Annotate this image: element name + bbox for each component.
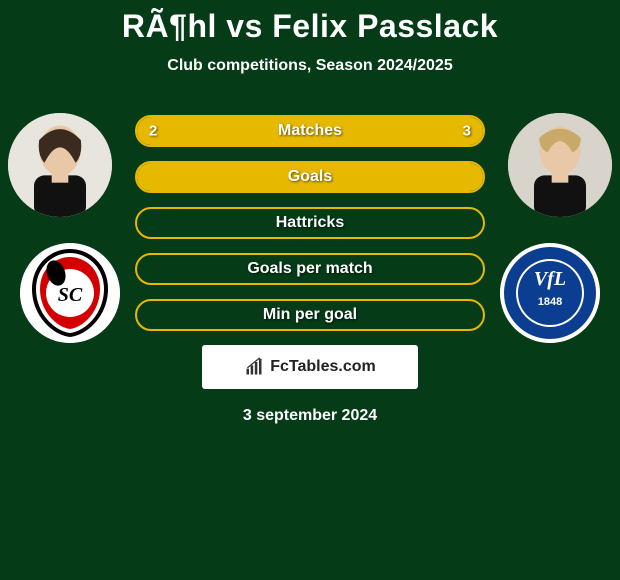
page-title: RÃ¶hl vs Felix Passlack	[0, 0, 620, 45]
branding-text: FcTables.com	[270, 358, 376, 376]
svg-text:VfL: VfL	[534, 268, 566, 290]
branding-box: FcTables.com	[202, 345, 418, 389]
comparison-area: SC VfL 1848 Bochum Bochum Matches2 3 Goals…	[0, 113, 620, 425]
stat-row-goals-per-match: Goals per match	[135, 253, 485, 285]
club-left-badge: SC	[20, 243, 120, 343]
stat-label: Matches	[137, 122, 483, 140]
club-right-badge: VfL 1848 Bochum Bochum	[500, 243, 600, 343]
stat-value-left: 2	[149, 123, 157, 140]
stat-row-goals: Goals	[135, 161, 485, 193]
stat-row-hattricks: Hattricks	[135, 207, 485, 239]
club-left-badge-icon: SC	[20, 243, 120, 343]
date-text: 3 september 2024	[0, 407, 620, 425]
page-subtitle: Club competitions, Season 2024/2025	[0, 57, 620, 75]
stat-value-right: 3	[463, 123, 471, 140]
svg-text:SC: SC	[58, 284, 83, 306]
stat-row-matches: Matches2 3	[135, 115, 485, 147]
stat-label: Goals	[137, 168, 483, 186]
club-right-year: 1848	[538, 296, 562, 308]
stat-label: Goals per match	[137, 260, 483, 278]
player-right-avatar-icon	[508, 113, 612, 217]
stat-label: Hattricks	[137, 214, 483, 232]
chart-icon	[244, 357, 264, 377]
stats-bars: Matches2 3 Goals Hattricks Goals per match Mi…	[135, 113, 485, 331]
club-right-badge-icon: VfL 1848 Bochum Bochum	[500, 243, 600, 343]
player-left-avatar	[8, 113, 112, 217]
stat-label: Min per goal	[137, 306, 483, 324]
stat-row-min-per-goal: Min per goal	[135, 299, 485, 331]
player-left-avatar-icon	[8, 113, 112, 217]
player-right-avatar	[508, 113, 612, 217]
